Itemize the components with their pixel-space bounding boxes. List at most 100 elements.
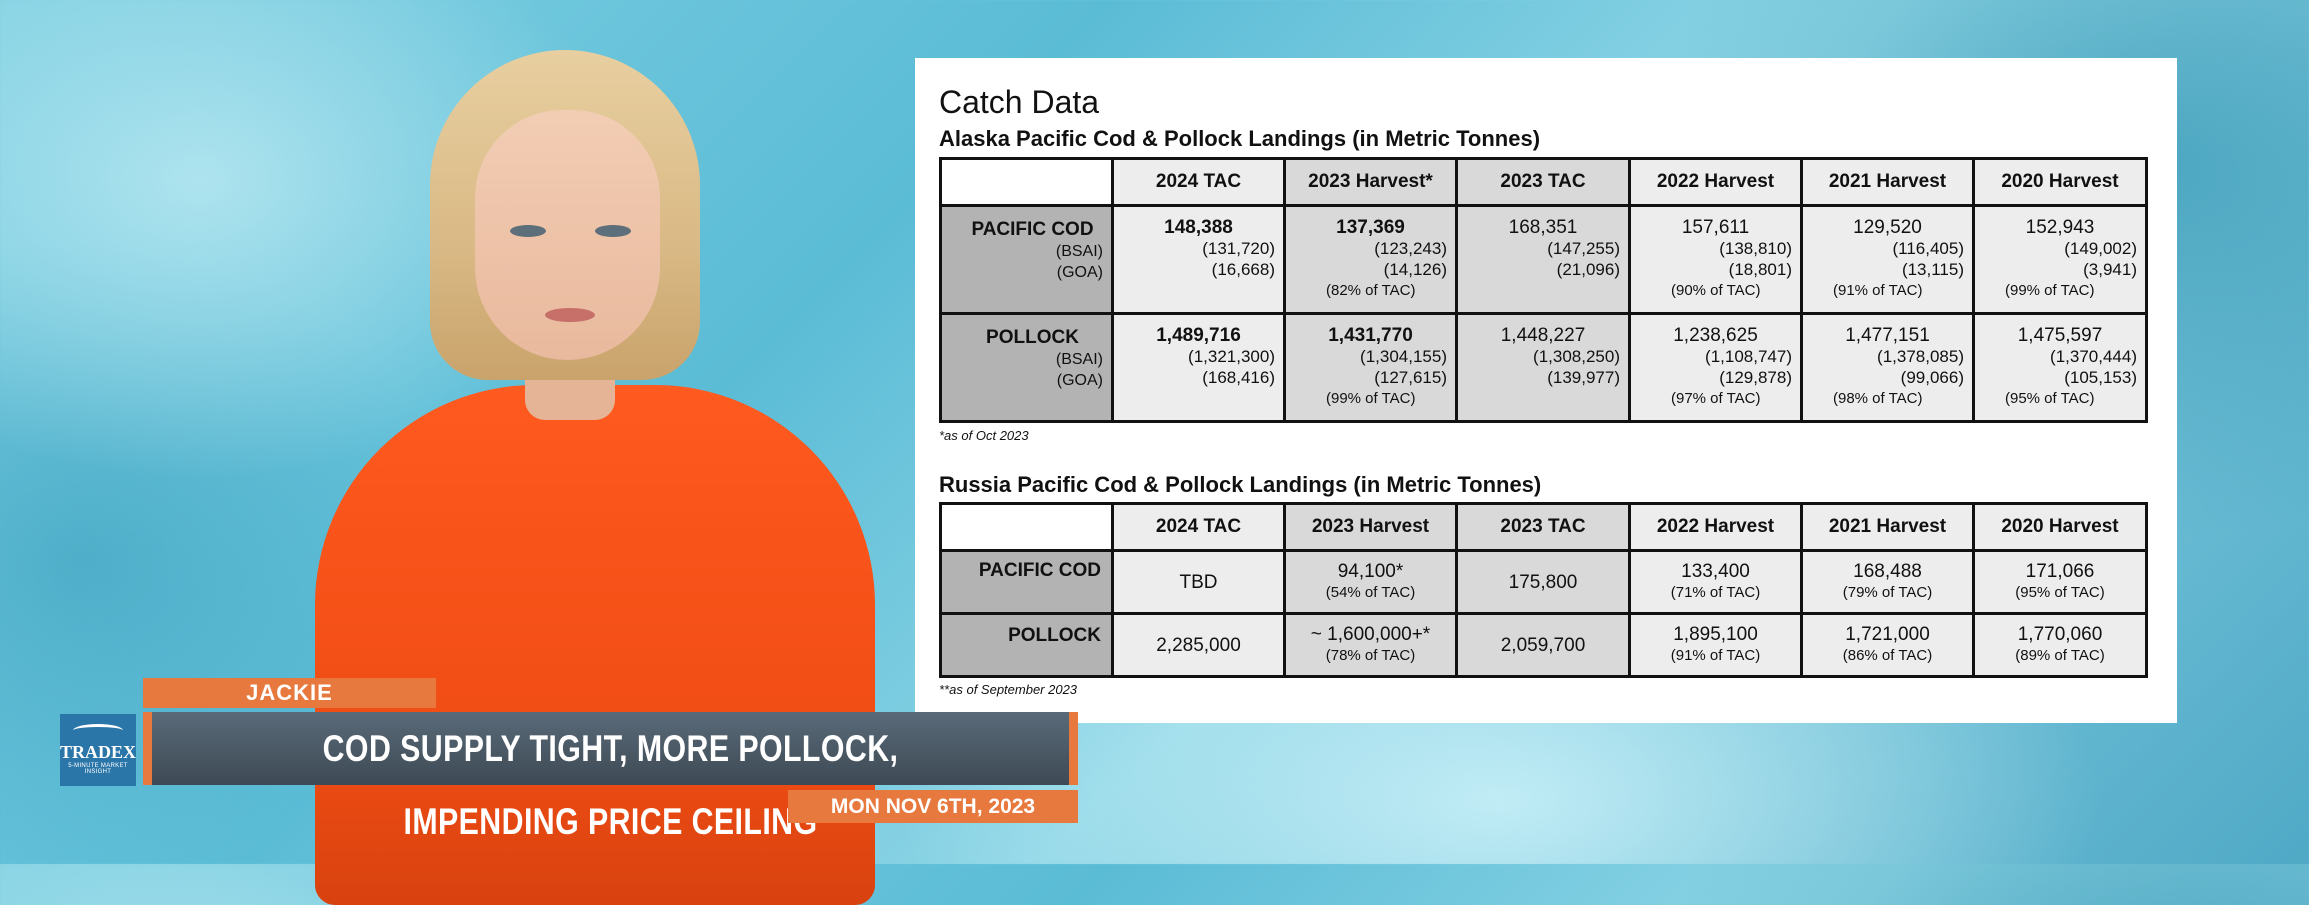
cell-goa: (168,416) [1202, 368, 1275, 387]
cell-bsai: (123,243) [1374, 239, 1447, 258]
cell-total: TBD [1179, 571, 1218, 593]
row-subregion: (BSAI) [1055, 243, 1103, 260]
row-header: POLLOCK [939, 612, 1114, 678]
column-header: 2020 Harvest [1972, 502, 2148, 552]
date-tag: MON NOV 6TH, 2023 [788, 790, 1078, 823]
cell-total: 1,477,151 [1845, 325, 1930, 346]
row-subregion: (BSAI) [1055, 351, 1103, 368]
cell-pct: (89% of TAC) [2015, 647, 2105, 664]
cell-goa: (105,153) [2064, 368, 2137, 387]
table-cell: 168,488 (79% of TAC) [1800, 549, 1975, 615]
cell-pct: (99% of TAC) [1326, 390, 1416, 407]
table-cell: 1,477,151 (1,378,085) (99,066) (98% of T… [1800, 312, 1975, 423]
cell-total: 168,488 [1853, 561, 1922, 582]
cell-bsai: (1,304,155) [1360, 347, 1447, 366]
cell-total: 2,059,700 [1500, 634, 1586, 656]
table-cell: 1,238,625 (1,108,747) (129,878) (97% of … [1628, 312, 1803, 423]
wave-icon [73, 724, 123, 737]
table-cell: 1,448,227 (1,308,250) (139,977) [1455, 312, 1631, 423]
russia-header-row: 2024 TAC 2023 Harvest 2023 TAC 2022 Harv… [939, 502, 2148, 552]
presenter-eye-right [595, 225, 631, 237]
table-cell: 157,611 (138,810) (18,801) (90% of TAC) [1628, 204, 1803, 315]
table-cell: 152,943 (149,002) (3,941) (99% of TAC) [1972, 204, 2148, 315]
table-cell: 168,351 (147,255) (21,096) [1455, 204, 1631, 315]
tradex-logo: TRADEX 5-MINUTE MARKET INSIGHT [60, 714, 136, 786]
cell-pct: (90% of TAC) [1671, 282, 1761, 299]
alaska-section-title: Alaska Pacific Cod & Pollock Landings (i… [939, 126, 1541, 151]
cell-total: 175,800 [1508, 571, 1578, 593]
cell-pct: (78% of TAC) [1325, 647, 1416, 664]
cell-bsai: (147,255) [1547, 239, 1620, 258]
cell-pct: (95% of TAC) [2005, 390, 2095, 407]
cell-total: 129,520 [1853, 217, 1922, 238]
cell-total: 148,388 [1164, 217, 1233, 238]
table-cell: 133,400 (71% of TAC) [1628, 549, 1803, 615]
presenter-video [300, 40, 900, 905]
cell-pct: (97% of TAC) [1671, 390, 1761, 407]
table-corner [939, 157, 1114, 207]
logo-tagline: 5-MINUTE MARKET INSIGHT [68, 763, 128, 775]
cell-goa: (16,668) [1211, 260, 1275, 279]
table-cell: ~ 1,600,000+* (78% of TAC) [1283, 612, 1458, 678]
cell-pct: (82% of TAC) [1326, 282, 1416, 299]
table-corner [939, 502, 1114, 552]
cell-total: ~ 1,600,000+* [1310, 624, 1431, 645]
cell-total: 1,431,770 [1328, 325, 1413, 346]
cell-bsai: (1,308,250) [1533, 347, 1620, 366]
row-header: POLLOCK (BSAI) (GOA) [939, 312, 1114, 423]
table-row: PACIFIC COD TBD 94,100* (54% of TAC) 175… [939, 549, 2148, 615]
cell-pct: (86% of TAC) [1842, 647, 1933, 664]
table-cell: 1,895,100 (91% of TAC) [1628, 612, 1803, 678]
cell-bsai: (1,370,444) [2050, 347, 2137, 366]
alaska-table: 2024 TAC 2023 Harvest* 2023 TAC 2022 Har… [939, 157, 2148, 423]
cell-total: 152,943 [2025, 217, 2095, 238]
cell-goa: (13,115) [1901, 260, 1964, 279]
cell-total: 94,100* [1337, 561, 1404, 582]
cell-pct: (98% of TAC) [1833, 390, 1923, 407]
cell-pct: (99% of TAC) [2005, 282, 2095, 299]
cell-pct: (95% of TAC) [2015, 584, 2105, 601]
cell-pct: (79% of TAC) [1842, 584, 1933, 601]
cell-goa: (139,977) [1547, 368, 1620, 387]
cell-goa: (127,615) [1374, 368, 1447, 387]
row-subregion: (GOA) [1056, 372, 1103, 389]
column-header: 2021 Harvest [1800, 157, 1975, 207]
row-header: PACIFIC COD (BSAI) (GOA) [939, 204, 1114, 315]
alaska-header-row: 2024 TAC 2023 Harvest* 2023 TAC 2022 Har… [939, 157, 2148, 207]
cell-goa: (18,801) [1728, 260, 1792, 279]
table-cell: 1,431,770 (1,304,155) (127,615) (99% of … [1283, 312, 1458, 423]
column-header: 2023 Harvest* [1283, 157, 1458, 207]
table-cell: 1,475,597 (1,370,444) (105,153) (95% of … [1972, 312, 2148, 423]
cell-bsai: (149,002) [2064, 239, 2137, 258]
cell-bsai: (131,720) [1202, 239, 1275, 258]
cell-total: 2,285,000 [1156, 634, 1241, 656]
cell-total: 168,351 [1508, 217, 1578, 238]
presenter-sweater [315, 385, 875, 905]
column-header: 2023 TAC [1455, 157, 1631, 207]
cell-goa: (99,066) [1900, 368, 1964, 387]
cell-bsai: (1,108,747) [1705, 347, 1792, 366]
table-row: POLLOCK 2,285,000 ~ 1,600,000+* (78% of … [939, 612, 2148, 678]
column-header: 2021 Harvest [1800, 502, 1975, 552]
column-header: 2022 Harvest [1628, 502, 1803, 552]
table-cell: 175,800 [1455, 549, 1631, 615]
cell-total: 1,238,625 [1673, 325, 1758, 346]
cell-total: 1,489,716 [1156, 325, 1241, 346]
cell-goa: (3,941) [2083, 260, 2137, 279]
presenter-eye-left [510, 225, 546, 237]
cell-goa: (14,126) [1383, 260, 1447, 279]
presenter-face [475, 110, 660, 360]
russia-table: 2024 TAC 2023 Harvest 2023 TAC 2022 Harv… [939, 502, 2148, 678]
table-row: POLLOCK (BSAI) (GOA) 1,489,716 (1,321,30… [939, 312, 2148, 423]
cell-total: 1,770,060 [2017, 624, 2103, 645]
column-header: 2024 TAC [1111, 157, 1286, 207]
cell-bsai: (1,321,300) [1188, 347, 1275, 366]
cell-total: 133,400 [1681, 561, 1750, 582]
cell-total: 1,721,000 [1845, 624, 1930, 645]
table-cell: TBD [1111, 549, 1286, 615]
cell-goa: (129,878) [1719, 368, 1792, 387]
table-cell: 1,770,060 (89% of TAC) [1972, 612, 2148, 678]
logo-wordmark: TRADEX [60, 742, 137, 762]
cell-pct: (91% of TAC) [1833, 282, 1923, 299]
presenter-name-tag: JACKIE [143, 678, 436, 708]
